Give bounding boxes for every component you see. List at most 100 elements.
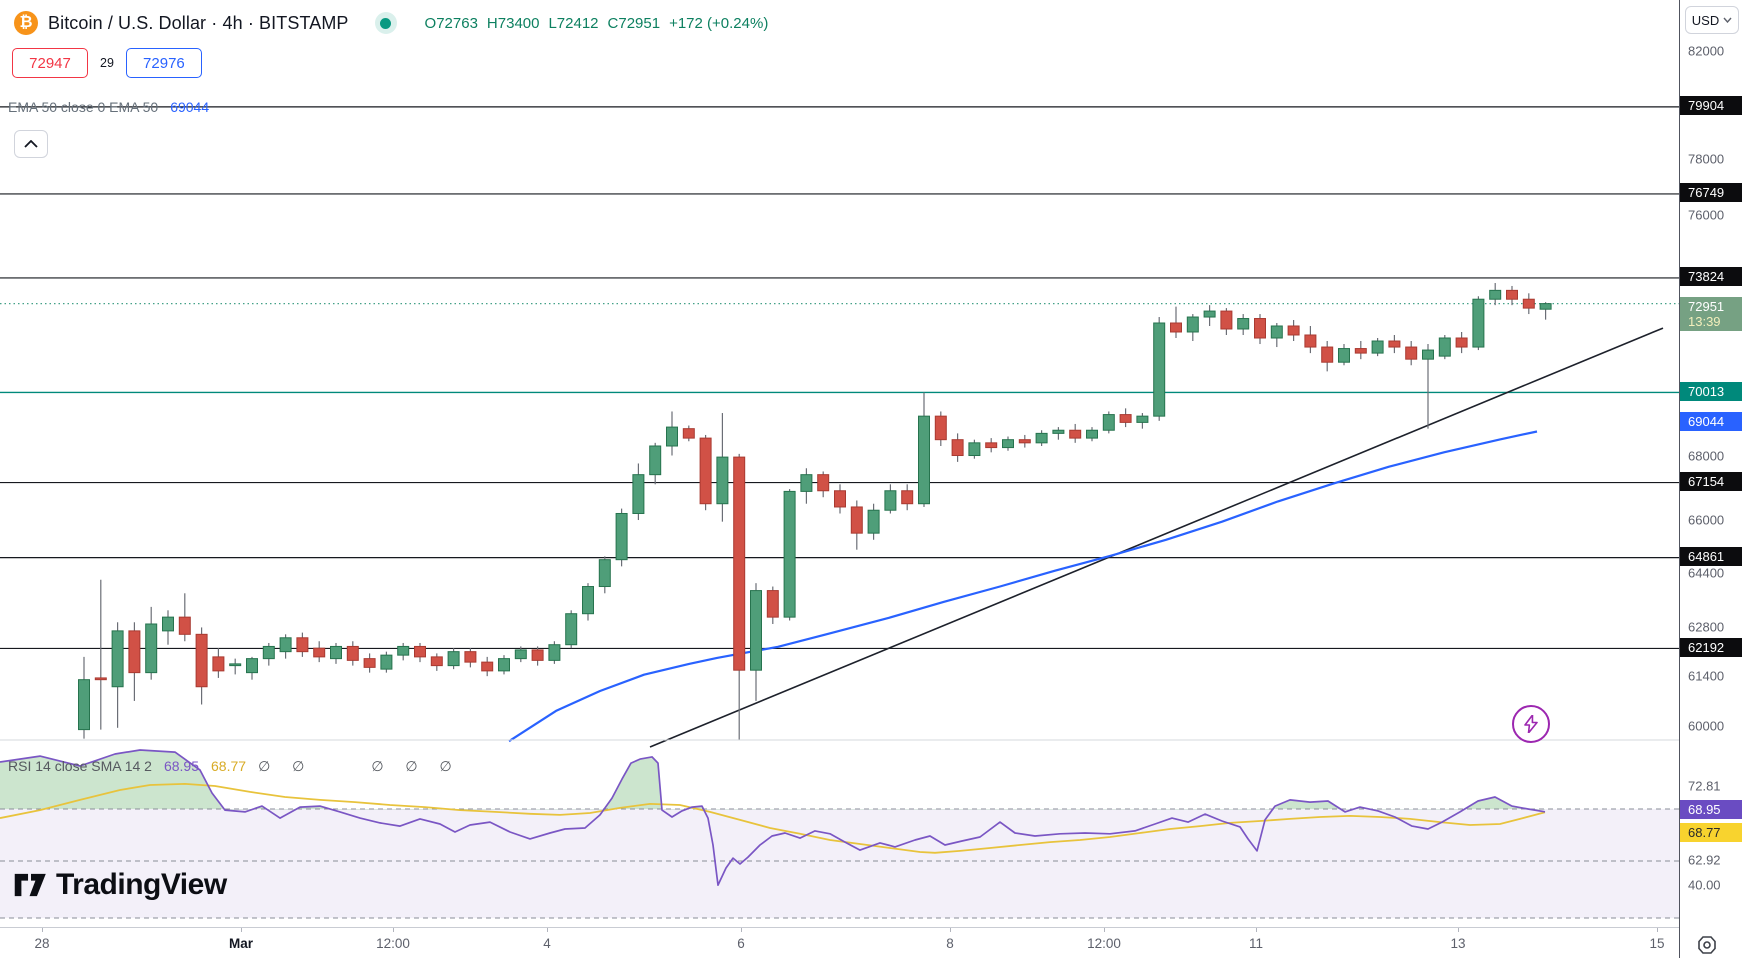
price-level-badge[interactable]: 73824: [1680, 267, 1742, 287]
candle-body: [1506, 289, 1518, 300]
candle-body: [548, 644, 561, 661]
rsi-legend-row[interactable]: RSI 14 close SMA 14 2 68.95 68.77 ∅ ∅ ∅ …: [8, 757, 461, 775]
candle-body: [733, 456, 746, 671]
exchange-label: BITSTAMP: [259, 12, 349, 33]
price-axis[interactable]: USD 82000 78000 76000 68000 66000 64400 62800 6…: [1679, 0, 1742, 958]
rsi-value-badge: 68.77: [1680, 822, 1742, 842]
price-level-lines: [0, 106, 1679, 650]
candle-body: [1287, 325, 1300, 336]
time-axis-tick: [42, 928, 43, 932]
candle-body: [246, 658, 258, 674]
candle-body: [178, 616, 191, 635]
candle-body: [128, 630, 141, 674]
time-label: 8: [946, 936, 954, 951]
time-axis-tick: [950, 928, 951, 932]
candle-body: [363, 658, 376, 668]
currency-selector-button[interactable]: USD: [1685, 6, 1739, 34]
market-open-dot-icon[interactable]: [380, 17, 392, 29]
instant-order-button[interactable]: [1512, 705, 1550, 743]
bid-ask-row: 72947 29 72976: [12, 48, 202, 78]
current-price-value: 72951: [1688, 298, 1725, 314]
rsi-value: 68.95: [163, 758, 200, 774]
candle-body: [531, 649, 544, 661]
ema50-path: [508, 430, 1538, 743]
ema50-line[interactable]: [508, 430, 1538, 743]
price-tick: 66000: [1688, 512, 1725, 528]
candle-body: [380, 654, 393, 670]
price-tick: 68000: [1688, 448, 1725, 463]
candle-body: [397, 645, 410, 656]
interval-label[interactable]: 4h: [222, 12, 243, 33]
candle-body: [1539, 303, 1552, 310]
candle-body: [800, 474, 813, 492]
candle-body: [884, 490, 897, 511]
candle-body: [834, 490, 846, 508]
candle-body: [1052, 429, 1065, 434]
price-level-badge[interactable]: 64861: [1680, 547, 1742, 567]
candle-body: [1472, 298, 1485, 348]
price-tick: 76000: [1688, 207, 1725, 223]
tradingview-logo-icon: [14, 873, 46, 897]
candle-body: [1035, 432, 1048, 444]
candle-body: [195, 633, 208, 688]
candle-body: [682, 428, 695, 439]
trendline-segment[interactable]: [649, 327, 1664, 748]
price-level-badge[interactable]: 62192: [1680, 637, 1742, 657]
price-level-badge[interactable]: 70013: [1680, 381, 1742, 401]
time-label: 6: [737, 936, 745, 951]
time-label: 28: [34, 936, 50, 951]
candle-body: [750, 590, 762, 671]
candle-body: [1489, 289, 1502, 300]
candle-body: [1455, 337, 1468, 348]
symbol-title[interactable]: Bitcoin / U.S. Dollar · 4h · BITSTAMP: [48, 13, 349, 34]
bar-countdown: 13:39: [1688, 313, 1721, 329]
candle-body: [867, 509, 880, 534]
price-level-badge[interactable]: 69044: [1680, 412, 1742, 432]
candle-body: [1203, 310, 1216, 318]
candle-body: [111, 630, 124, 688]
ema-legend-row[interactable]: EMA 50 close 0 EMA 50 69044: [8, 98, 209, 116]
trendline[interactable]: [649, 327, 1664, 748]
tradingview-watermark[interactable]: TradingView: [14, 868, 227, 902]
time-axis-tick: [547, 928, 548, 932]
time-axis-tick: [393, 928, 394, 932]
candle-body: [94, 677, 107, 681]
bitcoin-logo-icon: ₿: [14, 11, 38, 35]
candle-body: [145, 623, 158, 674]
time-label: 4: [543, 936, 551, 951]
time-label: 12:00: [376, 936, 410, 951]
time-label: 12:00: [1087, 936, 1121, 951]
ohlc-change: +172 (+0.24%): [669, 14, 769, 32]
rsi-path: [0, 749, 1546, 886]
candle-body: [447, 651, 460, 667]
current-price-badge[interactable]: 72951 13:39: [1680, 296, 1742, 331]
candle-body: [699, 437, 712, 505]
candle-body: [1136, 415, 1149, 423]
sell-bid-button[interactable]: 72947: [12, 48, 88, 78]
price-tick: 61400: [1688, 668, 1725, 684]
price-level-badge[interactable]: 76749: [1680, 183, 1742, 203]
collapse-legend-button[interactable]: [14, 130, 48, 158]
rsi-sma-path: [0, 782, 1546, 854]
rsi-empty-values-1: ∅ ∅: [258, 757, 314, 774]
time-label: 15: [1649, 936, 1665, 951]
candle-body: [162, 616, 174, 632]
candle-body: [346, 645, 359, 661]
buy-ask-button[interactable]: 72976: [125, 48, 202, 78]
price-level-badge[interactable]: 79904: [1680, 96, 1742, 116]
candle-body: [565, 613, 578, 646]
separator-dot: ·: [247, 12, 254, 33]
settings-gear-icon[interactable]: [1696, 934, 1718, 956]
candle-body: [766, 590, 779, 618]
time-label: 13: [1450, 936, 1466, 951]
candle-body: [229, 663, 242, 667]
time-axis[interactable]: 28 Mar 12:00 4 6 8 12:00 11 13 15: [0, 927, 1679, 958]
price-level-badge[interactable]: 67154: [1680, 472, 1742, 492]
candle-body: [1002, 439, 1014, 449]
candle-body: [1371, 340, 1384, 354]
candle-body: [1170, 322, 1182, 333]
rsi-legend-label: RSI 14 close SMA 14 2: [8, 758, 152, 774]
candle-body: [1254, 318, 1266, 339]
rsi-tick: 40.00: [1688, 877, 1721, 893]
